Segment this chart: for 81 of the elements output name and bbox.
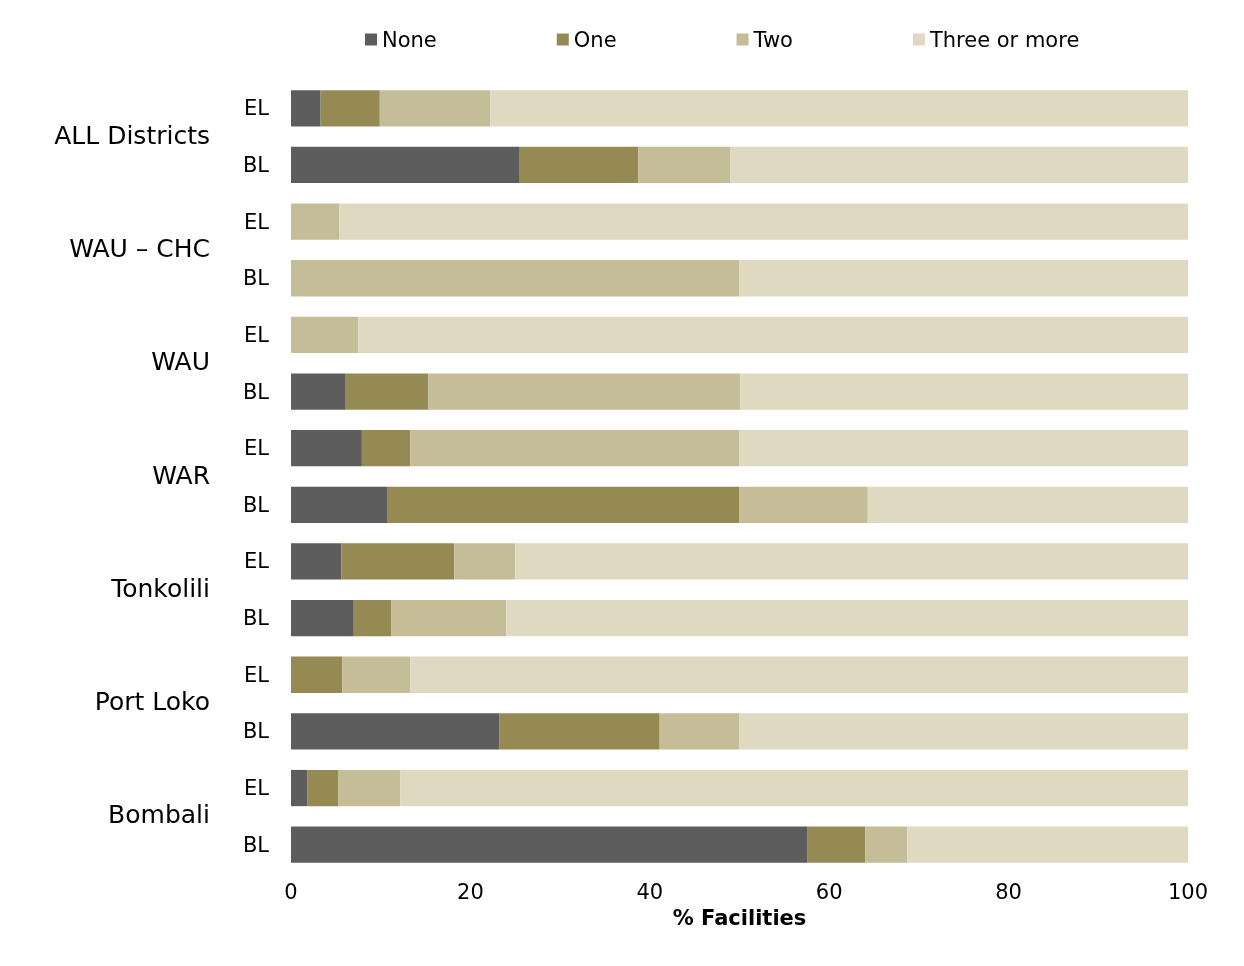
y-tick-label: BL [242,379,270,404]
legend-label: None [382,27,437,52]
text: WAU [151,347,210,377]
y-tick-label: EL [244,322,270,347]
bar [739,430,1188,467]
y-tick-label: EL [244,549,270,574]
y-tick-label: BL [242,719,270,744]
bar [499,713,660,750]
bar [361,430,411,467]
bar [307,769,339,807]
text: Tonkolili [110,573,210,603]
bar [291,543,342,580]
bar [291,430,362,467]
x-tick-label: 100 [1167,879,1209,904]
text: WAR [152,460,210,490]
bar [400,769,1188,807]
bar [867,486,1188,523]
bar [865,826,908,863]
bar [291,316,359,354]
text: WAU – CHC [69,233,210,263]
bar [730,146,1188,184]
x-tick-label: 40 [636,879,664,904]
bar [907,826,1188,863]
x-axis-title: % Facilities [672,905,807,930]
text: Bombali [108,800,210,830]
legend-label: Three or more [928,27,1080,52]
y-tick-label: EL [244,436,270,461]
x-tick-label: 20 [457,879,484,904]
bar [379,90,491,127]
text: Port Loko [94,687,210,717]
bar [428,373,741,410]
bar [740,373,1188,410]
bar [807,826,866,863]
bar [490,90,1188,127]
bar [386,486,740,523]
bar [659,713,740,750]
bar [291,90,321,127]
legend-label: Two [752,27,793,52]
x-tick-label: 60 [815,879,843,904]
bar [320,90,380,127]
bar [291,826,808,863]
bar [339,203,1188,240]
y-tick-label: BL [242,832,270,857]
y-tick-label: BL [242,152,270,177]
bar [345,373,429,410]
bar [291,599,354,637]
y-tick-label: BL [242,266,270,291]
bar [341,543,455,580]
y-tick-label: EL [244,209,270,234]
bar [454,543,516,580]
bar [291,713,500,750]
legend-label: One [573,27,617,52]
bar [515,543,1188,580]
y-tick-label: EL [244,96,270,121]
bar [739,486,868,523]
bar [353,599,392,637]
bar [638,146,731,184]
bar [391,599,507,637]
y-tick-label: EL [244,662,270,687]
bar [291,203,340,240]
x-tick-label: 80 [995,879,1022,904]
bar [291,769,308,807]
bar [338,769,401,807]
bar [519,146,639,184]
text: ALL Districts [54,120,210,150]
bar [358,316,1188,354]
bar [410,656,1188,693]
bar [291,656,343,693]
y-tick-label: BL [242,492,270,517]
bar [506,599,1188,637]
bar [739,713,1188,750]
bar [291,373,346,410]
y-tick-label: BL [242,606,270,631]
bar [291,260,740,297]
bar [410,430,740,467]
y-tick-label: EL [244,776,270,801]
bar [739,260,1188,297]
bar [342,656,411,693]
bar [291,146,520,184]
x-tick-label: 0 [284,879,298,904]
bar [291,486,387,523]
